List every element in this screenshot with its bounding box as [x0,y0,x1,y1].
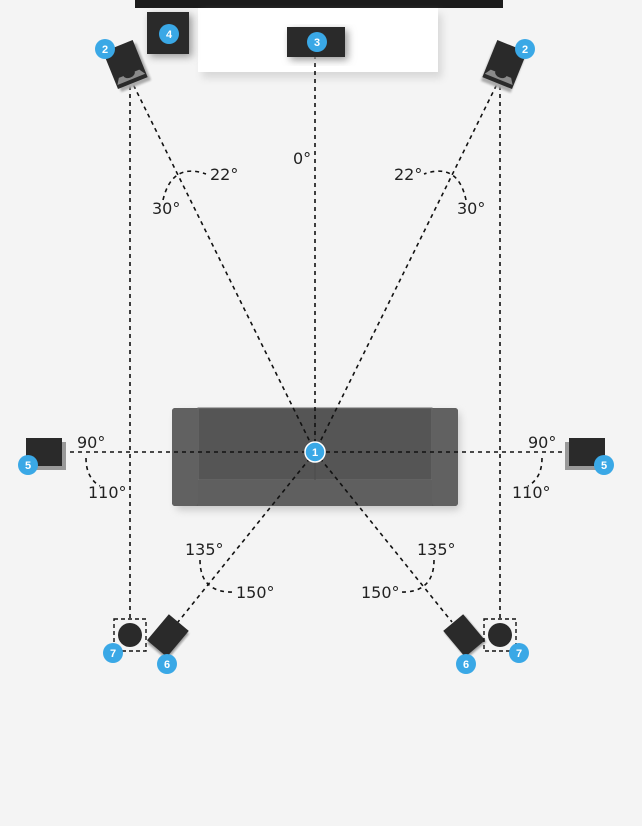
tv-bar [135,0,503,8]
side-left-arc [85,457,101,487]
angle-front-right-outer: 30° [457,199,485,218]
angle-side-right-max: 110° [512,483,551,502]
front-left-arc [162,170,207,201]
badge-center-label: 3 [314,37,320,49]
guide-lines [62,55,570,623]
badge-back-right-label: 7 [516,648,522,660]
badge-rear-right-label: 6 [463,659,469,671]
badge-side-right: 5 [594,455,614,475]
front-right-arc [423,170,467,201]
badge-front-left-label: 2 [102,44,108,56]
badge-back-right: 7 [509,643,529,663]
rear-right-arc [397,559,435,593]
badge-side-left-label: 5 [25,460,31,472]
angle-rear-right-min: 135° [417,540,456,559]
badge-rear-left-label: 6 [164,659,170,671]
badge-front-left: 2 [95,39,115,59]
badge-back-left-label: 7 [110,648,116,660]
badge-back-left: 7 [103,643,123,663]
angle-rear-left-max: 150° [236,583,275,602]
angle-side-right-min: 90° [528,433,556,452]
badge-front-right-label: 2 [522,44,528,56]
angle-front-left-inner: 22° [210,165,238,184]
badge-rear-right: 6 [456,654,476,674]
angle-front-left-outer: 30° [152,199,180,218]
badge-side-left: 5 [18,455,38,475]
angle-rear-right-max: 150° [361,583,400,602]
angle-center: 0° [293,149,311,168]
back-right-speaker [483,618,517,652]
angle-side-left-max: 110° [88,483,127,502]
badge-listener: 1 [304,441,326,463]
side-right-arc [527,457,543,487]
rear-right-speaker [443,614,487,659]
badge-rear-left: 6 [157,654,177,674]
angle-side-left-min: 90° [77,433,105,452]
angle-arcs [85,170,543,593]
front-left-line [129,77,316,453]
rear-left-speaker [146,614,190,660]
angle-rear-left-min: 135° [185,540,224,559]
front-right-line [314,77,501,453]
badge-side-right-label: 5 [601,460,607,472]
badge-center: 3 [307,32,327,52]
badge-front-right: 2 [515,39,535,59]
badge-listener-label: 1 [312,447,318,459]
badge-subwoofer-label: 4 [166,29,173,41]
badge-subwoofer: 4 [159,24,179,44]
rear-left-arc [199,559,237,593]
angle-front-right-inner: 22° [394,165,422,184]
back-left-speaker [113,618,147,652]
